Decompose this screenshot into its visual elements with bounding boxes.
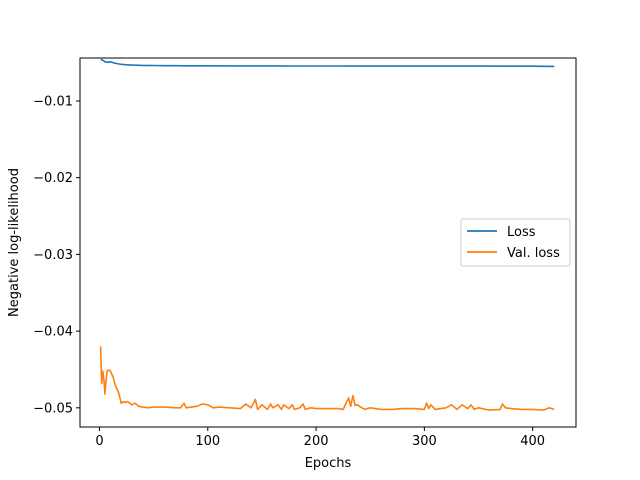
series-line-val-loss — [99, 346, 555, 411]
x-tick-label: 200 — [304, 434, 329, 449]
y-tick-label: −0.03 — [33, 248, 73, 263]
legend: Loss Val. loss — [460, 218, 571, 267]
series-line-loss — [100, 58, 555, 68]
legend-label-val-loss: Val. loss — [507, 246, 560, 261]
x-tick-label: 100 — [195, 434, 220, 449]
y-axis-ticks: −0.01 −0.02 −0.03 −0.04 −0.05 — [33, 94, 80, 416]
x-tick-label: 0 — [95, 434, 103, 449]
x-tick-label: 300 — [412, 434, 437, 449]
y-tick-label: −0.05 — [33, 401, 73, 416]
y-tick-label: −0.04 — [33, 325, 73, 340]
x-tick-label: 400 — [520, 434, 545, 449]
legend-label-loss: Loss — [507, 225, 536, 240]
y-tick-label: −0.02 — [33, 171, 73, 186]
plot-lines — [99, 58, 555, 411]
x-axis-label: Epochs — [305, 456, 352, 471]
y-axis-label: Negative log-likelihood — [7, 168, 22, 317]
x-axis-ticks: 0 100 200 300 400 — [95, 427, 545, 449]
plot-frame — [79, 57, 577, 428]
y-tick-label: −0.01 — [33, 94, 73, 109]
